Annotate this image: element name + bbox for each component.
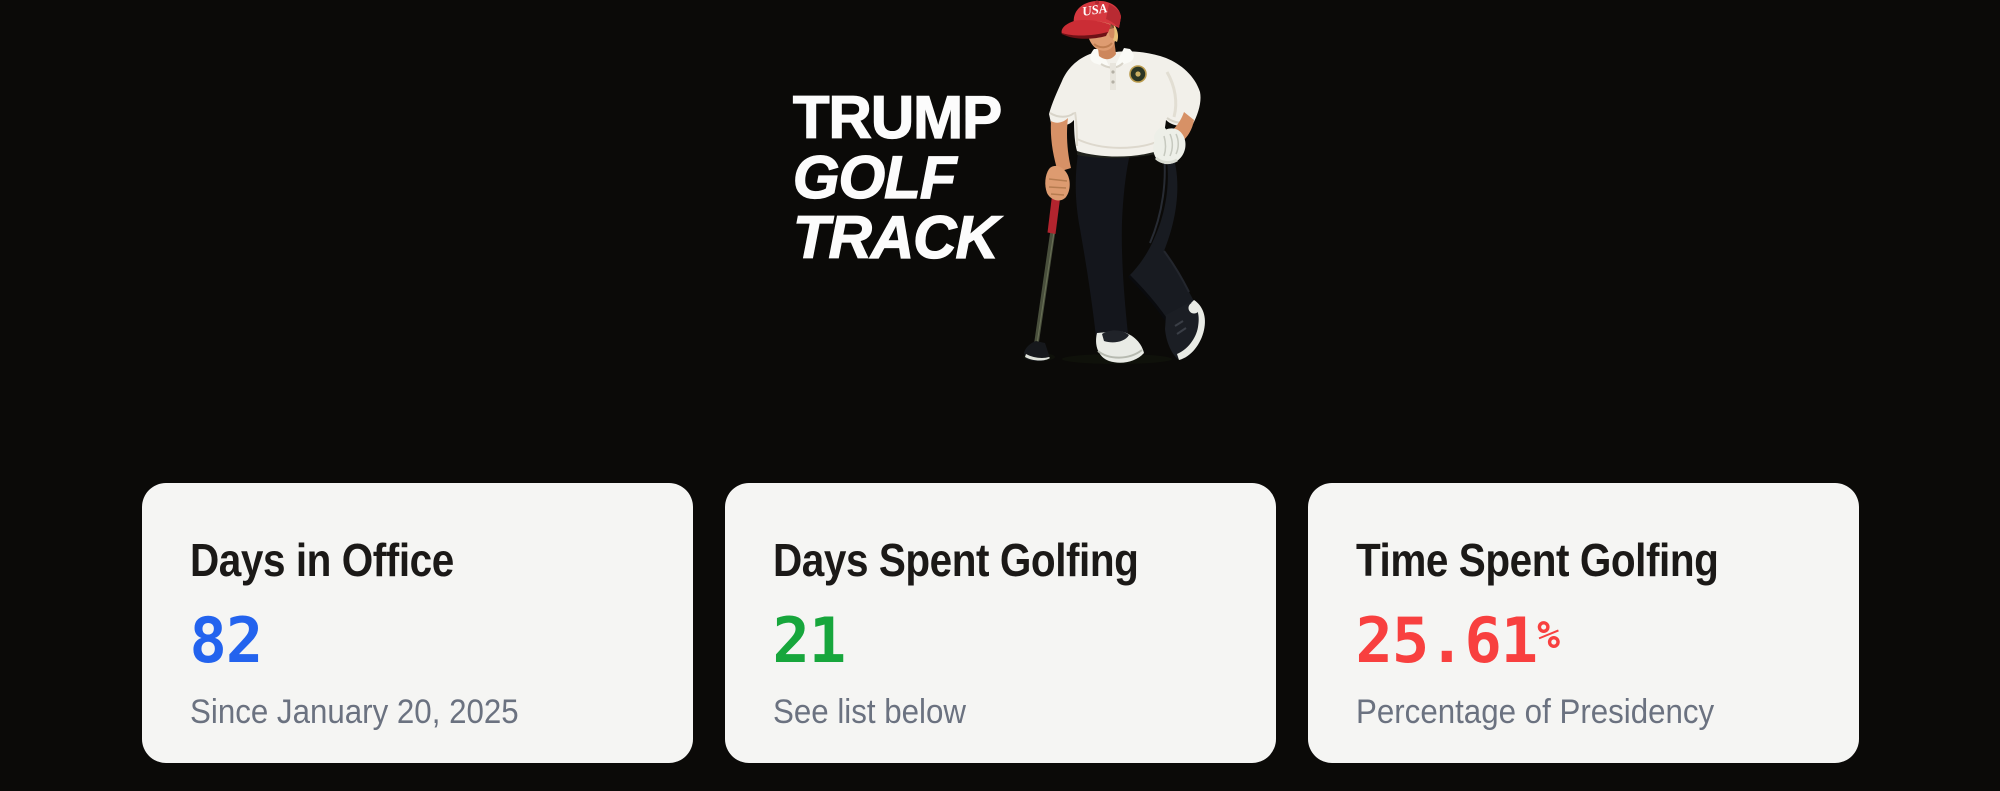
logo-line-trump: TRUMP (792, 84, 1003, 151)
club-hand (1045, 118, 1072, 201)
card-subtitle: See list below (772, 693, 966, 732)
logo-line-golf: GOLF (792, 144, 957, 211)
hero-header: TRUMP GOLF TRACK (0, 0, 2000, 365)
card-title: Days Spent Golfing (772, 534, 1139, 586)
card-value-number: 82 (189, 604, 264, 678)
cap-usa-text: USA (1081, 0, 1109, 19)
card-value: 21 (773, 602, 1228, 674)
logo-line-track: TRACK (792, 204, 999, 271)
gloved-hand (1153, 112, 1195, 165)
trump-golfer-image: USA (1017, 0, 1207, 365)
card-value-suffix: % (1537, 613, 1561, 658)
card-value: 25.61% (1356, 602, 1811, 674)
card-value-number: 25.61 (1355, 604, 1539, 678)
card-value: 82 (190, 602, 645, 674)
golfer-legs (1075, 144, 1206, 363)
card-value-number: 21 (772, 604, 847, 678)
stat-card-days-spent-golfing: Days Spent Golfing 21 See list below (724, 483, 1276, 763)
stat-card-time-spent-golfing: Time Spent Golfing 25.61% Percentage of … (1307, 483, 1859, 763)
card-subtitle: Percentage of Presidency (1355, 693, 1714, 732)
chest-seal-badge (1129, 65, 1147, 83)
trump-golfer-illustration: USA (1023, 0, 1206, 364)
card-title: Time Spent Golfing (1355, 534, 1719, 586)
site-logo: TRUMP GOLF TRACK (792, 84, 1003, 271)
golfer-head: USA (1061, 0, 1122, 60)
usa-cap: USA (1061, 0, 1122, 39)
stat-card-days-in-office: Days in Office 82 Since January 20, 2025 (141, 483, 693, 763)
card-subtitle: Since January 20, 2025 (189, 693, 519, 732)
golf-club (1024, 165, 1065, 362)
stats-row: Days in Office 82 Since January 20, 2025… (141, 483, 1859, 763)
card-title: Days in Office (189, 534, 454, 586)
